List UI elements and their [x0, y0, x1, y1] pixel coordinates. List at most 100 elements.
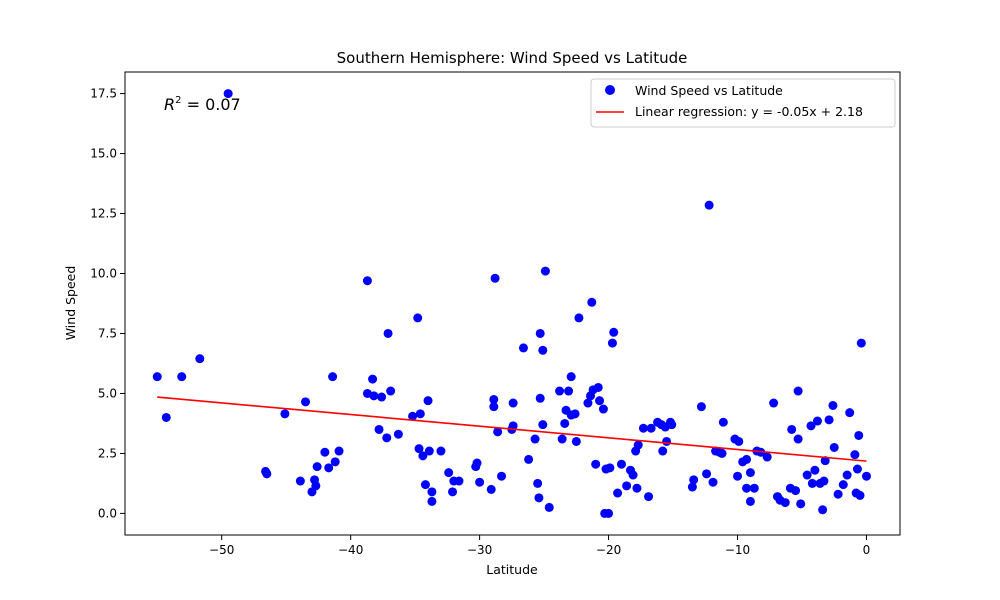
x-axis-label: Latitude [486, 562, 538, 577]
data-point [644, 492, 654, 502]
data-point [328, 372, 338, 382]
data-point [632, 483, 642, 493]
data-point [508, 421, 518, 431]
data-point [436, 446, 446, 456]
data-point [812, 416, 822, 426]
data-point [574, 313, 584, 323]
plot-frame [124, 71, 901, 536]
data-point [369, 391, 379, 401]
data-point [420, 480, 430, 490]
data-point [806, 421, 816, 431]
data-point [749, 483, 759, 493]
data-point [628, 470, 638, 480]
data-point [667, 420, 677, 430]
data-point [524, 454, 534, 464]
data-point [791, 486, 801, 496]
data-point [793, 434, 803, 444]
data-point [555, 386, 565, 396]
data-point [689, 475, 699, 485]
data-point [454, 476, 464, 486]
data-point [829, 442, 839, 452]
data-point [769, 398, 779, 408]
data-point [571, 436, 581, 446]
data-point [177, 372, 187, 382]
data-point [368, 374, 378, 384]
data-point [161, 412, 171, 422]
data-point [280, 409, 290, 419]
y-tick-label: 17.5 [90, 87, 117, 101]
data-point [745, 496, 755, 506]
data-point [658, 446, 668, 456]
data-point [311, 481, 321, 491]
y-axis: 0.0 2.5 5.0 7.5 10.0 12.5 15.0 17.5 [90, 87, 125, 520]
x-tick-label: −40 [338, 543, 363, 557]
data-point [152, 372, 162, 382]
y-axis-label: Wind Speed [63, 266, 78, 341]
data-point [609, 327, 619, 337]
data-point [295, 476, 305, 486]
data-point [633, 440, 643, 450]
data-point [374, 424, 384, 434]
data-point [415, 409, 425, 419]
data-point [780, 498, 790, 508]
legend-label-line: Linear regression: y = -0.05x + 2.18 [635, 104, 863, 119]
regression-line-path [157, 396, 867, 462]
data-point [607, 338, 617, 348]
x-tick-label: −20 [596, 543, 621, 557]
data-point [708, 477, 718, 487]
data-point [854, 430, 864, 440]
data-point [386, 386, 396, 396]
data-point [587, 297, 597, 307]
data-point [855, 490, 865, 500]
data-point [472, 458, 482, 468]
data-point [475, 477, 485, 487]
legend-frame [590, 78, 896, 128]
data-point [533, 478, 543, 488]
data-point [320, 447, 330, 457]
x-tick-label: −50 [209, 543, 234, 557]
data-point [733, 471, 743, 481]
data-point [833, 489, 843, 499]
data-point [418, 451, 428, 461]
data-point [564, 386, 574, 396]
r-squared-exponent: 2 [175, 95, 181, 106]
data-point [424, 446, 434, 456]
data-point [622, 481, 632, 491]
data-point [540, 266, 550, 276]
x-tick-label: 0 [863, 543, 871, 557]
data-point [742, 483, 752, 493]
data-point [845, 408, 855, 418]
data-point [489, 394, 499, 404]
data-point [324, 463, 334, 473]
data-point [616, 459, 626, 469]
data-point [793, 386, 803, 396]
data-point [493, 427, 503, 437]
data-point [195, 354, 205, 364]
y-tick-label: 10.0 [90, 267, 117, 281]
x-tick-label: −10 [725, 543, 750, 557]
data-point [393, 429, 403, 439]
plot-area [124, 71, 901, 536]
data-point [598, 404, 608, 414]
data-point [787, 424, 797, 434]
data-point [427, 496, 437, 506]
data-point [717, 448, 727, 458]
data-point [861, 471, 871, 481]
y-tick-label: 7.5 [98, 326, 117, 340]
y-tick-label: 0.0 [98, 506, 117, 520]
r-squared-annotation: R2 = 0.07 [164, 95, 241, 114]
data-point [605, 463, 615, 473]
data-point [613, 488, 623, 498]
data-point [742, 454, 752, 464]
data-point [850, 450, 860, 460]
data-point [762, 452, 772, 462]
data-point [382, 433, 392, 443]
y-tick-label: 5.0 [98, 386, 117, 400]
data-point [828, 400, 838, 410]
data-point [427, 487, 437, 497]
data-point [638, 423, 648, 433]
chart-title: Southern Hemisphere: Wind Speed vs Latit… [337, 49, 688, 67]
data-point [852, 464, 862, 474]
data-point [508, 398, 518, 408]
